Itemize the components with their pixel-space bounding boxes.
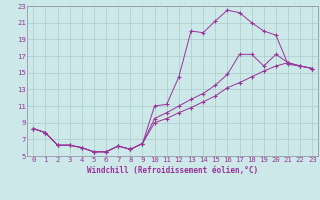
X-axis label: Windchill (Refroidissement éolien,°C): Windchill (Refroidissement éolien,°C) [87,166,258,175]
